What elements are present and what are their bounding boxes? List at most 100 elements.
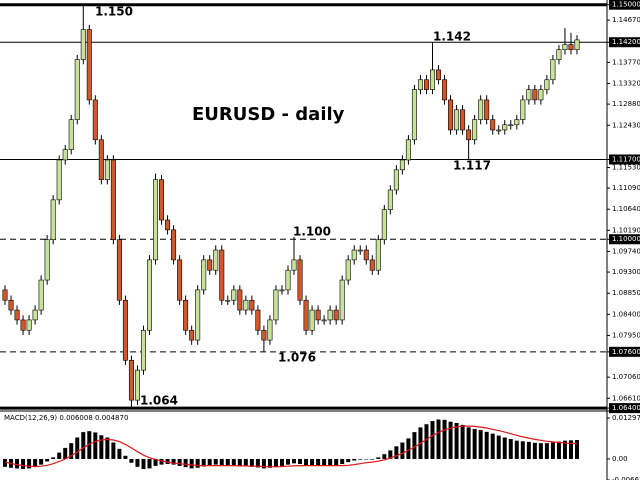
- candle-body: [110, 159, 116, 241]
- candle-body: [514, 119, 520, 126]
- candle-body: [122, 299, 128, 361]
- macd-bar: [316, 458, 321, 466]
- candle-body: [363, 249, 369, 261]
- candle-body: [327, 309, 333, 321]
- candle-body: [147, 259, 153, 331]
- candle-body: [140, 329, 146, 371]
- candle-body: [369, 259, 375, 271]
- macd-bar: [117, 448, 122, 459]
- candle-body: [466, 129, 472, 141]
- y-tick-label: 1.10000: [612, 235, 640, 243]
- candle-body: [315, 309, 321, 321]
- candle-body: [375, 239, 381, 271]
- macd-bar: [520, 441, 525, 459]
- candle-body: [104, 159, 110, 180]
- candle-body: [502, 124, 508, 131]
- macd-bar: [147, 458, 152, 469]
- candle-body: [153, 179, 159, 261]
- macd-bar: [466, 427, 471, 459]
- candle-body: [243, 299, 249, 311]
- candle-body: [86, 29, 92, 101]
- candle-body: [219, 249, 225, 301]
- y-tick-label: 1.11700: [612, 155, 640, 163]
- macd-bar: [183, 458, 188, 468]
- macd-bar: [382, 454, 387, 459]
- macd-bar: [424, 424, 429, 459]
- candle-body: [261, 329, 267, 341]
- macd-bar: [412, 432, 417, 459]
- macd-bar: [267, 458, 272, 468]
- candle-body: [189, 329, 195, 341]
- candle-body: [448, 99, 454, 131]
- macd-bar: [448, 421, 453, 459]
- candle-body: [20, 319, 26, 331]
- candle-body: [454, 109, 460, 131]
- macd-bar: [310, 458, 315, 466]
- candle-body: [387, 189, 393, 210]
- macd-bar: [454, 422, 459, 459]
- candle-body: [490, 119, 496, 131]
- macd-bar: [51, 457, 56, 459]
- macd-bar: [201, 458, 206, 467]
- candle-body: [116, 239, 122, 301]
- tick-highlight: [609, 37, 640, 48]
- macd-bar: [69, 443, 74, 459]
- tick-highlight: [609, 346, 640, 357]
- macd-bar: [436, 419, 441, 459]
- macd-bar: [575, 440, 579, 459]
- macd-bar: [285, 458, 290, 465]
- candle-body: [128, 359, 134, 401]
- candle-body: [429, 69, 435, 90]
- macd-bar: [568, 440, 573, 459]
- candle-body: [285, 269, 291, 291]
- candle-body: [255, 309, 261, 331]
- y-tick-label: 1.13770: [612, 58, 640, 66]
- candle-body: [508, 124, 514, 127]
- macd-bar: [273, 458, 278, 467]
- tick-highlight: [609, 0, 640, 10]
- macd-bar: [87, 431, 92, 459]
- macd-bar: [322, 458, 327, 466]
- candle-body: [26, 319, 32, 331]
- level-label: 1.076: [278, 351, 316, 365]
- signal-line: [4, 425, 577, 468]
- macd-bar: [526, 441, 531, 459]
- macd-bar: [562, 440, 567, 459]
- macd-bar: [57, 452, 62, 459]
- candle-body: [2, 289, 8, 301]
- y-tick-label: 0.00: [612, 455, 628, 463]
- macd-bar: [207, 458, 212, 466]
- macd-bar: [340, 458, 345, 464]
- macd-bar: [123, 455, 128, 459]
- y-tick-label: 1.08400: [612, 310, 640, 318]
- candle-body: [249, 299, 255, 311]
- y-tick-label: 1.07950: [612, 331, 640, 339]
- macd-bar: [249, 458, 254, 467]
- macd-bar: [538, 443, 543, 459]
- candle-body: [74, 59, 80, 120]
- macd-bar: [532, 442, 537, 459]
- macd-bar: [502, 437, 507, 459]
- candle-body: [44, 239, 50, 281]
- macd-bar: [243, 458, 248, 467]
- candle-body: [436, 69, 442, 81]
- candle-body: [68, 119, 74, 150]
- y-tick-label: 1.11090: [612, 184, 640, 192]
- macd-bar: [189, 458, 194, 469]
- macd-bar: [298, 458, 303, 464]
- candle-body: [171, 229, 177, 261]
- y-tick-label: 1.12430: [612, 121, 640, 129]
- y-tick-label: -0.006672: [612, 476, 640, 480]
- macd-bar: [556, 441, 561, 459]
- candle-body: [357, 249, 363, 252]
- chart-title: EURUSD - daily: [192, 104, 345, 125]
- candle-body: [201, 259, 207, 291]
- candle-body: [538, 89, 544, 101]
- candle-body: [472, 119, 478, 141]
- macd-bar: [75, 437, 80, 459]
- candle-body: [8, 299, 14, 311]
- macd-bar: [279, 458, 284, 466]
- candle-body: [303, 299, 309, 331]
- candle-body: [92, 99, 98, 141]
